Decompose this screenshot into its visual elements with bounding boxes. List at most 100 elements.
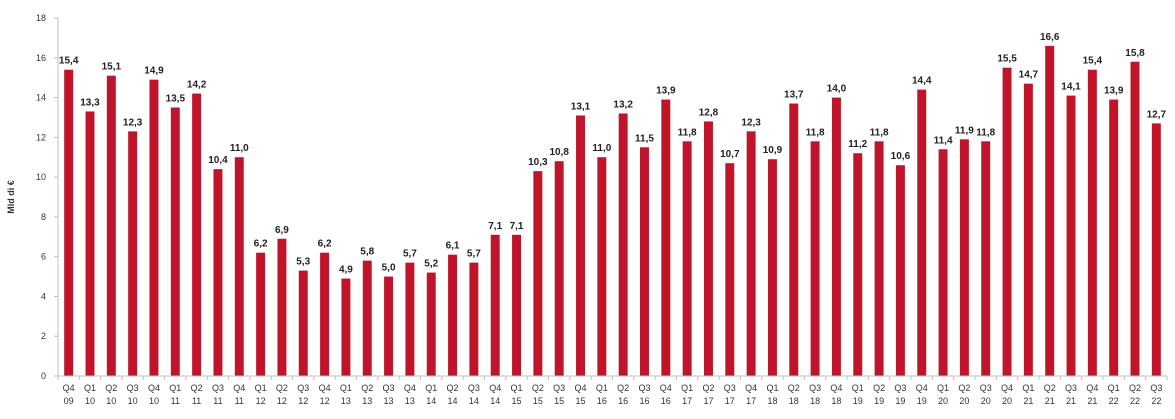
x-tick-label-year: 22 — [1130, 396, 1140, 406]
bar — [661, 99, 671, 377]
x-tick-label-quarter: Q2 — [873, 383, 885, 393]
bar — [917, 89, 927, 376]
bar — [533, 171, 543, 376]
bar — [448, 254, 458, 376]
bar — [938, 149, 948, 376]
bar — [85, 111, 95, 376]
x-tick-label-quarter: Q1 — [1108, 383, 1120, 393]
x-tick-label-year: 21 — [1023, 396, 1033, 406]
x-tick-label-year: 20 — [938, 396, 948, 406]
x-tick-label-year: 20 — [981, 396, 991, 406]
bar-value-label: 5,7 — [403, 249, 417, 260]
x-tick-label-quarter: Q4 — [745, 383, 757, 393]
bar-value-label: 15,4 — [59, 56, 79, 67]
bar-value-label: 11,0 — [230, 143, 249, 154]
bar — [981, 141, 991, 376]
x-tick-label-quarter: Q2 — [617, 383, 629, 393]
x-tick-label-quarter: Q2 — [191, 383, 203, 393]
x-tick-label-year: 13 — [341, 396, 351, 406]
x-tick-label-quarter: Q2 — [447, 383, 459, 393]
x-tick-label-year: 09 — [64, 396, 74, 406]
bar — [554, 161, 564, 376]
x-tick-label-year: 15 — [512, 396, 522, 406]
bar-value-label: 12,3 — [123, 117, 143, 128]
bar — [1002, 67, 1012, 376]
bar-value-label: 11,2 — [848, 139, 867, 150]
x-tick-label-year: 13 — [384, 396, 394, 406]
bar — [490, 234, 500, 376]
x-tick-label-quarter: Q3 — [297, 383, 309, 393]
bar — [192, 93, 202, 377]
bar — [618, 113, 628, 376]
x-tick-label-quarter: Q4 — [63, 383, 75, 393]
y-tick-label: 2 — [41, 331, 46, 341]
x-tick-label-quarter: Q3 — [383, 383, 395, 393]
x-tick-label-quarter: Q4 — [660, 383, 672, 393]
x-tick-label-quarter: Q3 — [468, 383, 480, 393]
x-tick-label-year: 15 — [554, 396, 564, 406]
bar-value-label: 6,2 — [318, 239, 332, 250]
x-tick-label-year: 16 — [639, 396, 649, 406]
bar — [213, 169, 223, 376]
x-tick-label-quarter: Q1 — [852, 383, 864, 393]
x-tick-label-quarter: Q1 — [169, 383, 181, 393]
x-tick-label-year: 11 — [171, 396, 180, 406]
y-tick-label: 12 — [36, 132, 46, 142]
bar — [682, 141, 692, 376]
x-tick-label-quarter: Q3 — [809, 383, 821, 393]
bar — [810, 141, 820, 376]
bar — [384, 276, 394, 376]
x-tick-label-year: 17 — [746, 396, 756, 406]
bar-value-label: 11,8 — [806, 127, 825, 138]
x-tick-label-quarter: Q4 — [233, 383, 245, 393]
bar-value-label: 10,3 — [528, 157, 548, 168]
bar — [1109, 99, 1119, 377]
y-tick-label: 0 — [41, 371, 46, 381]
x-tick-label-year: 15 — [576, 396, 586, 406]
bar-value-label: 5,0 — [382, 263, 396, 274]
bar-value-label: 6,1 — [446, 241, 460, 252]
bar-value-label: 13,1 — [571, 101, 591, 112]
x-axis: Q4 09 Q1 10 Q2 10 Q3 10 Q4 10 Q1 11 Q2 11 Q3 11 Q4 11 Q1 12… — [57, 375, 1168, 406]
bar — [106, 75, 116, 376]
bar — [341, 278, 351, 376]
y-axis: 0 2 4 6 8 10 12 14 16 18 — [36, 13, 59, 381]
x-tick-label-year: 16 — [597, 396, 607, 406]
bar — [1066, 95, 1076, 377]
bar — [1045, 45, 1055, 376]
bar-value-label: 10,4 — [208, 155, 228, 166]
x-tick-label-year: 18 — [767, 396, 777, 406]
x-tick-label-quarter: Q2 — [702, 383, 714, 393]
bar-value-label: 7,1 — [510, 221, 524, 232]
bar — [149, 79, 159, 377]
x-tick-label-quarter: Q3 — [638, 383, 650, 393]
x-tick-label-quarter: Q4 — [404, 383, 416, 393]
x-tick-label-year: 19 — [874, 396, 884, 406]
bar — [767, 159, 777, 376]
x-tick-label-quarter: Q1 — [84, 383, 96, 393]
x-tick-label-quarter: Q2 — [532, 383, 544, 393]
x-tick-label-year: 21 — [1045, 396, 1055, 406]
x-tick-label-quarter: Q1 — [937, 383, 949, 393]
x-tick-label-year: 14 — [426, 396, 436, 406]
x-tick-label-year: 14 — [469, 396, 479, 406]
bar-value-label: 6,9 — [275, 225, 289, 236]
bar — [128, 131, 138, 376]
bar — [1087, 69, 1097, 376]
bar-value-label: 11,5 — [635, 133, 654, 144]
bar — [320, 252, 330, 376]
x-tick-label-year: 17 — [703, 396, 713, 406]
bar-value-label: 13,2 — [613, 99, 633, 110]
bar-value-label: 11,8 — [870, 127, 889, 138]
x-tick-label-year: 14 — [490, 396, 500, 406]
x-tick-label-quarter: Q4 — [489, 383, 501, 393]
bar-value-label: 11,0 — [592, 143, 611, 154]
x-tick-label-year: 19 — [895, 396, 905, 406]
x-tick-label-quarter: Q2 — [361, 383, 373, 393]
x-tick-label-year: 15 — [533, 396, 543, 406]
x-tick-label-quarter: Q1 — [425, 383, 437, 393]
bar — [256, 252, 266, 376]
bar — [640, 147, 649, 376]
x-tick-label-quarter: Q3 — [894, 383, 906, 393]
